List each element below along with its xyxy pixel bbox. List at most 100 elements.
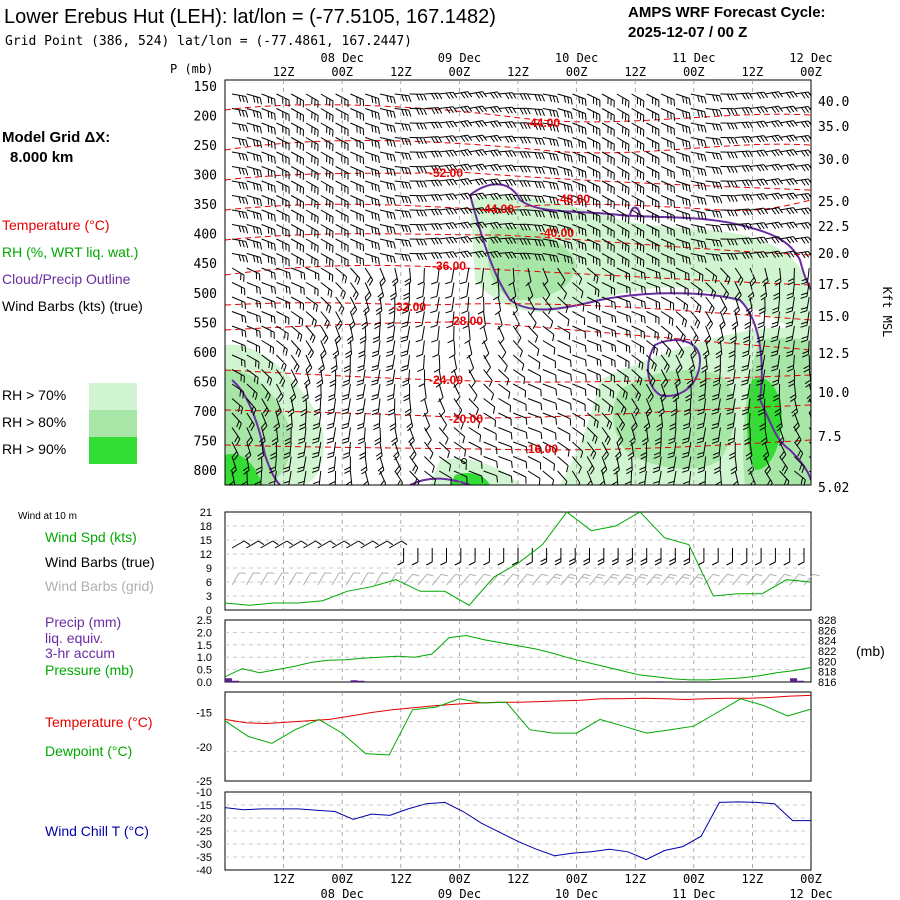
wind-barb (438, 470, 452, 485)
wind-barb (631, 209, 645, 224)
wind-barb (661, 137, 675, 150)
wind-barb (557, 238, 573, 250)
wind-barb (400, 325, 411, 343)
wind-barb (246, 209, 262, 221)
wind-barb (483, 250, 502, 259)
wind-barb (498, 150, 517, 158)
surface-wind-barb-grid (789, 573, 806, 586)
wind-barb (744, 427, 751, 446)
wind-barb (261, 253, 276, 266)
wind-barb (572, 137, 587, 150)
wind-barb (646, 151, 660, 166)
wind-barb (755, 340, 766, 357)
wind-barb (261, 369, 273, 386)
wind-barb (616, 253, 630, 268)
wind-barb (800, 282, 810, 299)
wind-barb (645, 398, 653, 417)
wind-barb (741, 398, 751, 416)
wind-barb (305, 166, 319, 181)
wind-barb (572, 209, 587, 222)
y-tick-label: -30 (196, 839, 212, 851)
wind-barb (437, 383, 444, 403)
y-tick-label: -25 (196, 826, 212, 838)
wind-barb (735, 208, 754, 216)
wind-barb (290, 108, 304, 122)
wind-barb (712, 441, 721, 459)
wind-barb (675, 224, 691, 236)
wind-barb (735, 194, 754, 202)
wind-barb (290, 209, 304, 224)
surface-wind-barb-grid (746, 573, 763, 586)
wind-barb (586, 441, 597, 460)
rh90-label: RH > 90% (2, 441, 66, 457)
wind-barb (276, 253, 290, 267)
wind-barb (616, 282, 631, 295)
wind-barb (483, 383, 495, 401)
wind-barb (356, 369, 366, 386)
wind-barb (631, 267, 646, 280)
wind-barb (631, 151, 645, 166)
wind-barb (586, 108, 601, 122)
wind-barb (527, 122, 545, 131)
wind-barb (261, 224, 276, 237)
wind-barb (379, 209, 396, 220)
wind-barb (760, 282, 768, 301)
temperature-contour-label: -40.00 (540, 226, 574, 240)
wind-barb (231, 166, 249, 176)
wind-barb (305, 195, 319, 210)
surface-wind-barb-grid (717, 573, 734, 586)
wind-barb (639, 456, 647, 474)
wind-barb (231, 412, 242, 430)
surface-wind-barb (317, 540, 336, 549)
wind-barb (492, 282, 500, 301)
top-date-label: 10 Dec (555, 51, 598, 65)
y-tick-label: 820 (818, 656, 836, 668)
wind-barb (758, 296, 766, 315)
bottom-date-label: 10 Dec (555, 887, 598, 900)
wind-barb (290, 93, 304, 108)
rh90-swatch (89, 437, 137, 464)
wind-barb (462, 311, 470, 329)
wind-barb (696, 412, 707, 430)
wind-barb (601, 427, 611, 446)
wind-barb (445, 267, 455, 285)
pressure-tick-label: 300 (194, 169, 217, 184)
wind-barb (439, 164, 458, 172)
wind-barb (646, 180, 660, 195)
wind-barb (601, 108, 615, 122)
bottom-hour-label: 12Z (507, 872, 529, 886)
wind-barb (527, 93, 545, 102)
wind-barb (320, 224, 334, 239)
wind-barb (320, 122, 334, 137)
wind-barb (483, 134, 502, 143)
wind-barb (342, 369, 351, 387)
y-tick-label: -25 (196, 776, 212, 788)
wind-barb (356, 412, 366, 430)
wind-barb (424, 194, 443, 202)
wind-barb (453, 470, 468, 484)
wind-barb (542, 369, 557, 382)
wind-barb (586, 122, 601, 136)
wind-barb (601, 340, 617, 353)
wind-barb (701, 354, 708, 374)
wind-barb (468, 91, 487, 99)
cross-section-time-gridlines (283, 80, 753, 485)
wind-barb (705, 224, 723, 233)
y-tick-label: 824 (818, 636, 836, 648)
wind-barb (513, 427, 528, 440)
wind-barb (483, 149, 502, 157)
surface-wind-barb-grid (260, 572, 275, 586)
wind-barb (276, 195, 290, 209)
wind-barb (305, 108, 319, 123)
surface-wind-barb (440, 548, 447, 566)
wind-barb (512, 369, 526, 385)
wind-barb (305, 340, 314, 359)
wind-barb (392, 441, 400, 461)
surface-wind-barb (526, 548, 533, 566)
top-date-labels: 08 Dec 09 Dec 10 Dec 11 Dec 12 Dec (321, 51, 833, 65)
wind-barb (453, 120, 473, 128)
wind-barb (468, 178, 487, 186)
wind-barb (246, 180, 262, 192)
wind-barb (498, 412, 512, 426)
